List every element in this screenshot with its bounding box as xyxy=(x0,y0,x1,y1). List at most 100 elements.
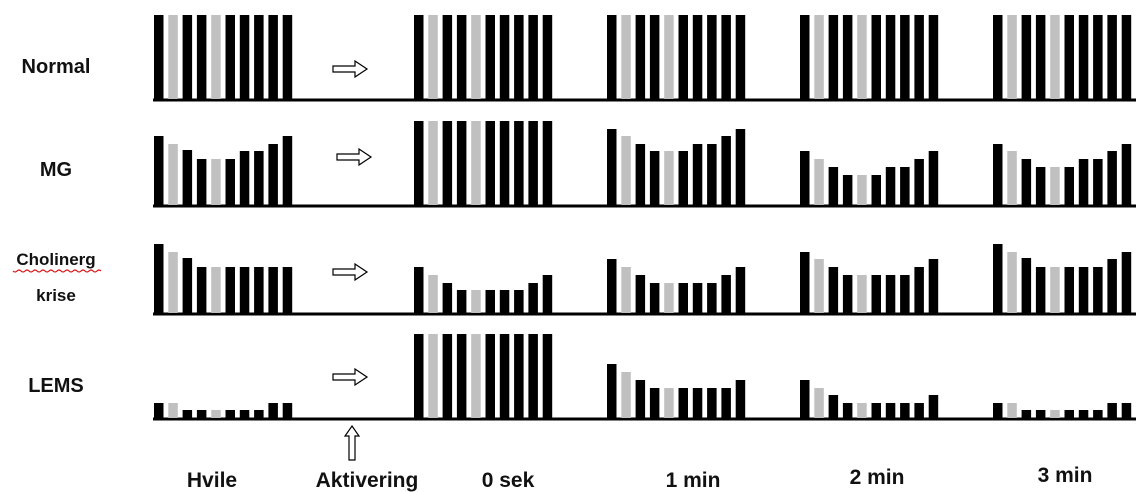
stimulus-bar xyxy=(514,334,524,418)
stimulus-bar xyxy=(814,15,824,99)
stimulus-bar xyxy=(1035,15,1046,99)
stimulus-bar xyxy=(635,15,646,99)
stimulus-bar xyxy=(442,15,453,99)
stimulus-bar xyxy=(692,388,703,418)
stimulus-bar xyxy=(1121,403,1132,418)
stimulus-bar xyxy=(456,334,467,418)
bar-group-cholinerg-krise-1-min xyxy=(607,259,746,313)
stimulus-bar xyxy=(1121,15,1132,99)
stimulus-bar xyxy=(182,258,193,313)
stimulus-bar xyxy=(914,159,924,205)
bar-group-normal-hvile xyxy=(154,15,293,99)
stimulus-bar xyxy=(1107,151,1117,205)
stimulus-bar xyxy=(871,275,881,313)
stimulus-bar xyxy=(514,15,524,99)
stimulus-bar xyxy=(528,15,538,99)
stimulus-bar xyxy=(471,121,481,205)
stimulus-bar xyxy=(1107,259,1117,313)
stimulus-bar xyxy=(514,121,524,205)
stimulus-bar xyxy=(1007,403,1017,418)
stimulus-bar xyxy=(885,15,896,99)
stimulus-bar xyxy=(239,267,250,313)
stimulus-bar xyxy=(1007,252,1017,313)
stimulus-bar xyxy=(993,144,1003,205)
stimulus-bar xyxy=(928,259,939,313)
stimulus-bar xyxy=(871,175,881,205)
stimulus-bar xyxy=(282,403,293,418)
stimulus-bar xyxy=(649,151,660,205)
stimulus-bar xyxy=(857,403,867,418)
bar-group-lems-hvile xyxy=(154,403,293,418)
bar-group-mg-hvile xyxy=(154,136,293,205)
stimulus-bar xyxy=(428,275,438,313)
stimulus-bar xyxy=(1021,159,1032,205)
stimulus-bar xyxy=(1007,15,1017,99)
stimulus-bar xyxy=(485,290,495,313)
stimulus-bar xyxy=(414,267,424,313)
stimulus-bar xyxy=(900,167,910,205)
stimulus-bar xyxy=(542,334,553,418)
stimulus-bar xyxy=(621,15,631,99)
stimulus-bar xyxy=(471,15,481,99)
stimulus-bar xyxy=(871,403,881,418)
stimulus-bar xyxy=(649,388,660,418)
stimulus-bar xyxy=(1035,410,1046,418)
stimulus-bar xyxy=(471,334,481,418)
stimulus-bar xyxy=(168,403,178,418)
stimulus-bar xyxy=(514,290,524,313)
stimulus-bar xyxy=(414,121,424,205)
stimulus-bar xyxy=(1078,15,1089,99)
column-label-aktivering: Aktivering xyxy=(316,469,419,492)
stimulus-bar xyxy=(857,275,867,313)
stimulus-bar xyxy=(1035,167,1046,205)
stimulus-bar xyxy=(1064,267,1074,313)
stimulus-bar xyxy=(1021,15,1032,99)
stimulus-bar xyxy=(664,283,674,313)
bar-group-cholinerg-krise-3-min xyxy=(993,244,1132,313)
row-label-cholinerg-line2: krise xyxy=(36,286,76,305)
stimulus-bar xyxy=(456,290,467,313)
stimulus-bar xyxy=(485,121,495,205)
bar-group-normal-0-sek xyxy=(414,15,553,99)
stimulus-bar xyxy=(1093,267,1103,313)
stimulus-bar xyxy=(678,388,688,418)
stimulus-bar xyxy=(442,121,453,205)
stimulus-bar xyxy=(692,144,703,205)
column-label-hvile: Hvile xyxy=(187,469,237,492)
stimulus-bar xyxy=(707,15,717,99)
stimulus-bar xyxy=(182,15,193,99)
stimulus-bar xyxy=(842,175,853,205)
stimulus-bar xyxy=(664,15,674,99)
stimulus-bar xyxy=(471,290,481,313)
stimulus-bar xyxy=(678,15,688,99)
stimulus-bar xyxy=(721,15,731,99)
stimulus-bar xyxy=(707,144,717,205)
stimulus-bar xyxy=(635,144,646,205)
stimulus-bar xyxy=(268,267,278,313)
stimulus-bar xyxy=(885,167,896,205)
stimulus-bar xyxy=(499,334,510,418)
stimulus-bar xyxy=(1078,267,1089,313)
stimulus-bar xyxy=(828,267,839,313)
stimulus-bar xyxy=(1050,15,1060,99)
stimulus-bar xyxy=(182,410,193,418)
stimulus-bar xyxy=(800,15,810,99)
stimulus-bar xyxy=(499,121,510,205)
stimulus-bar xyxy=(857,175,867,205)
stimulus-bar xyxy=(621,372,631,418)
stimulus-bar xyxy=(456,121,467,205)
stimulus-bar xyxy=(607,259,617,313)
stimulus-bar xyxy=(842,275,853,313)
stimulus-bar xyxy=(914,403,924,418)
stimulus-bar xyxy=(268,15,278,99)
stimulus-bar xyxy=(1107,403,1117,418)
stimulus-bar xyxy=(196,15,207,99)
stimulus-bar xyxy=(900,275,910,313)
stimulus-bar xyxy=(664,151,674,205)
stimulus-bar xyxy=(225,159,235,205)
bar-group-lems-1-min xyxy=(607,364,746,418)
stimulus-bar xyxy=(800,252,810,313)
bar-group-normal-2-min xyxy=(800,15,939,99)
stimulus-bar xyxy=(928,151,939,205)
